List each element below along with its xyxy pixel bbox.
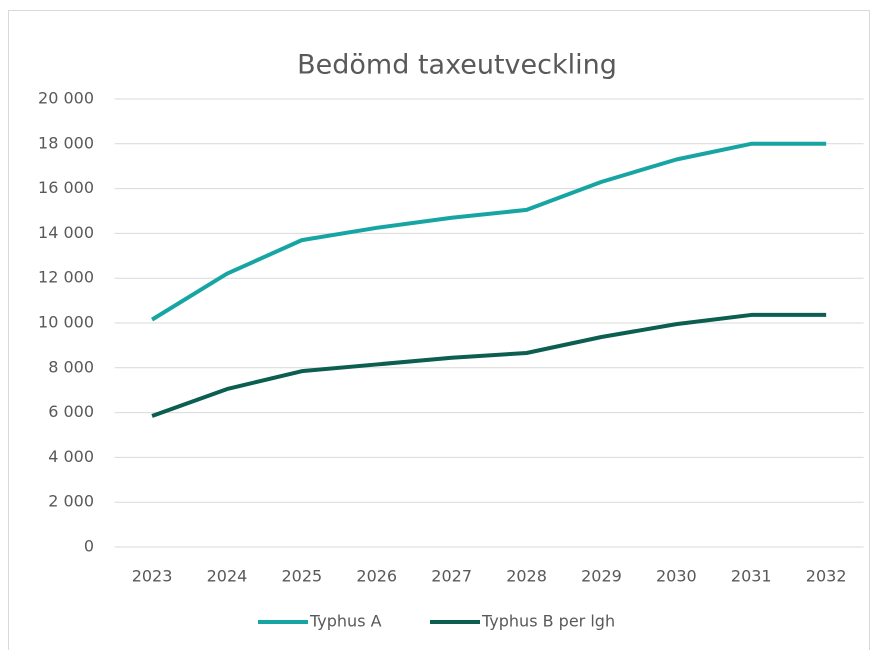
y-tick-label: 14 000 [38,223,94,242]
y-tick-label: 0 [84,537,94,556]
chart-title: Bedömd taxeutveckling [297,50,617,81]
y-tick-label: 12 000 [38,268,94,287]
chart-border [8,10,870,650]
y-tick-label: 16 000 [38,178,94,197]
y-tick-label: 20 000 [38,89,94,108]
x-tick-label: 2023 [132,567,173,586]
x-tick-label: 2028 [506,567,547,586]
x-tick-label: 2025 [281,567,322,586]
y-tick-label: 4 000 [48,447,94,466]
x-tick-label: 2026 [356,567,397,586]
legend-label: Typhus A [309,612,382,631]
series-line [151,141,827,322]
x-tick-label: 2029 [581,567,622,586]
series-line [151,312,827,418]
x-tick-label: 2031 [731,567,772,586]
legend-label: Typhus B per lgh [481,612,615,631]
x-tick-label: 2032 [806,567,847,586]
y-tick-label: 8 000 [48,357,94,376]
y-tick-label: 6 000 [48,402,94,421]
x-tick-label: 2024 [207,567,248,586]
y-tick-label: 18 000 [38,133,94,152]
x-tick-label: 2027 [431,567,472,586]
y-tick-label: 2 000 [48,492,94,511]
y-tick-label: 10 000 [38,313,94,332]
x-tick-label: 2030 [656,567,697,586]
